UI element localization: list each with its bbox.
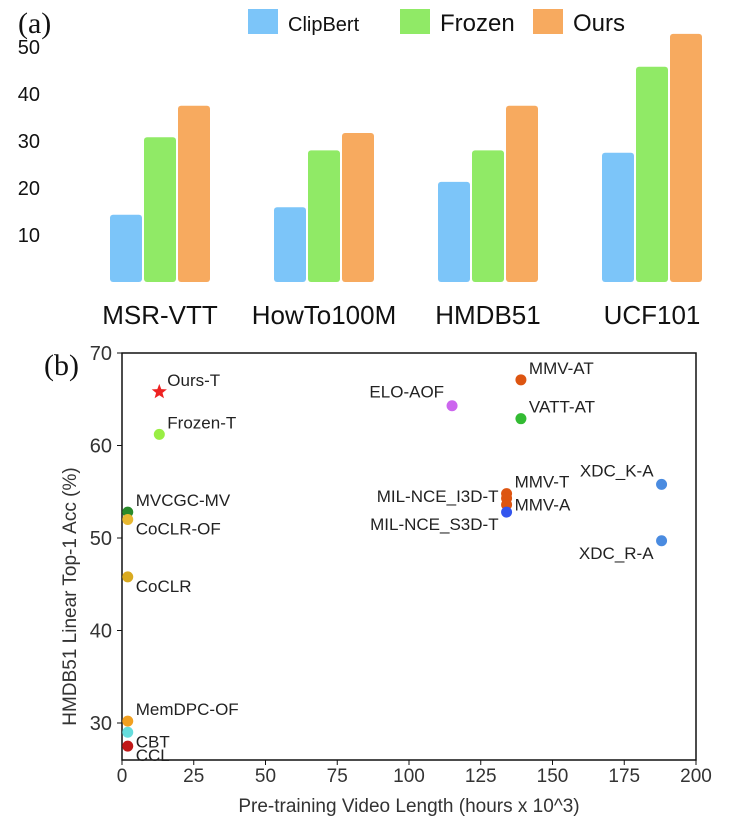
point-label-ccl: CCL [136, 746, 170, 765]
legend-label-ours: Ours [573, 10, 625, 37]
scatter-y-ticks: 30 40 50 60 70 [90, 343, 122, 735]
point-label-mil-nce-i3d-t: MIL-NCE_I3D-T [377, 487, 499, 506]
scatter-y-tick-label: 30 [90, 713, 112, 735]
bar-frozen-howto100m [308, 150, 340, 282]
legend-swatch-clipbert [248, 9, 278, 34]
bar-y-tick-label: 40 [18, 84, 40, 106]
bar-chart-panel: (a) ClipBert Frozen Ours 10 20 30 40 50 MSR-VT… [18, 7, 702, 330]
scatter-x-axis-label: Pre-training Video Length (hours x 10^3) [238, 796, 579, 817]
scatter-x-tick-label: 50 [255, 766, 276, 787]
point-marker-frozen-t [153, 428, 165, 440]
scatter-x-tick-label: 75 [327, 766, 348, 787]
point-label-elo-aof: ELO-AOF [369, 383, 444, 402]
bar-frozen-msr-vtt [144, 137, 176, 282]
panel-label-b: (b) [44, 349, 79, 382]
point-marker-memdpc-of [122, 715, 134, 727]
bar-ours-msr-vtt [178, 105, 210, 282]
point-marker-coclr-of [122, 514, 134, 525]
scatter-x-tick-label: 25 [183, 766, 204, 787]
point-marker-xdc-r-a [656, 535, 668, 547]
point-marker-cbt [122, 726, 134, 738]
bar-y-tick-label: 20 [18, 178, 40, 200]
bar-clipbert-hmdb51 [438, 181, 470, 282]
point-label-xdc-k-a: XDC_K-A [580, 461, 654, 480]
point-label-mil-nce-s3d-t: MIL-NCE_S3D-T [370, 515, 498, 534]
bar-frozen-hmdb51 [472, 150, 504, 282]
bar-clipbert-howto100m [274, 207, 306, 282]
legend-swatch-ours [533, 9, 563, 34]
point-marker-mil-nce-s3d-t [501, 506, 513, 518]
point-label-cbt: CBT [136, 732, 170, 751]
scatter-x-tick-label: 200 [680, 766, 712, 787]
point-label-frozen-t: Frozen-T [167, 413, 236, 432]
scatter-x-tick-label: 150 [537, 766, 569, 787]
bar-chart-bars [110, 33, 702, 283]
bar-category-label: HMDB51 [435, 300, 540, 330]
scatter-y-axis-label: HMDB51 Linear Top-1 Acc (%) [60, 467, 81, 725]
bar-clipbert-ucf101 [602, 152, 634, 282]
point-marker-elo-aof [446, 400, 458, 412]
point-label-coclr: CoCLR [136, 577, 192, 596]
scatter-y-tick-label: 40 [90, 621, 112, 643]
bar-y-tick-label: 30 [18, 131, 40, 153]
point-marker-coclr [122, 571, 134, 583]
bar-clipbert-msr-vtt [110, 214, 142, 282]
point-marker-ours-t [151, 383, 167, 399]
legend-label-frozen: Frozen [440, 10, 515, 37]
point-marker-vatt-at [515, 413, 527, 425]
bar-chart-x-ticks: MSR-VTT HowTo100M HMDB51 UCF101 [102, 300, 700, 330]
scatter-x-tick-label: 125 [465, 766, 497, 787]
scatter-x-tick-label: 100 [393, 766, 425, 787]
legend-swatch-frozen [400, 9, 430, 34]
point-label-ours-t: Ours-T [167, 371, 220, 390]
point-label-mvcgc-mv: MVCGC-MV [136, 491, 231, 510]
point-label-memdpc-of: MemDPC-OF [136, 700, 239, 719]
point-label-mmv-at: MMV-AT [529, 359, 594, 378]
bar-category-label: MSR-VTT [102, 300, 218, 330]
bar-category-label: UCF101 [604, 300, 701, 330]
scatter-y-tick-label: 50 [90, 528, 112, 550]
bar-category-label: HowTo100M [252, 300, 397, 330]
point-marker-ccl [122, 740, 134, 752]
bar-chart-legend: ClipBert Frozen Ours [248, 9, 625, 37]
point-marker-xdc-k-a [656, 478, 668, 490]
point-label-mmv-t: MMV-T [515, 473, 570, 492]
point-label-xdc-r-a: XDC_R-A [579, 544, 654, 563]
bar-ours-ucf101 [670, 33, 702, 283]
scatter-points: Ours-T Frozen-T MVCGC-MV CoCLR-OF CoCLR MemDP… [122, 359, 668, 765]
bar-y-tick-label: 10 [18, 225, 40, 247]
scatter-x-ticks: 0 25 50 75 100 125 150 175 200 [117, 760, 712, 787]
legend-label-clipbert: ClipBert [288, 14, 360, 36]
point-marker-mmv-at [515, 374, 527, 386]
panel-label-a: (a) [18, 7, 51, 40]
scatter-chart-panel: (b) 0 25 50 75 100 125 150 175 200 30 40 50 60 70 Ou… [44, 343, 712, 817]
bar-ours-hmdb51 [506, 105, 538, 282]
bar-frozen-ucf101 [636, 66, 668, 283]
scatter-x-tick-label: 0 [117, 766, 128, 787]
point-label-coclr-of: CoCLR-OF [136, 520, 221, 539]
bar-ours-howto100m [342, 133, 374, 282]
bar-y-tick-label: 50 [18, 37, 40, 59]
point-label-mmv-a: MMV-A [515, 496, 571, 515]
scatter-x-tick-label: 175 [608, 766, 640, 787]
scatter-y-tick-label: 70 [90, 343, 112, 365]
point-label-vatt-at: VATT-AT [529, 398, 595, 417]
scatter-y-tick-label: 60 [90, 436, 112, 458]
bar-chart-y-ticks: 10 20 30 40 50 [18, 37, 40, 247]
